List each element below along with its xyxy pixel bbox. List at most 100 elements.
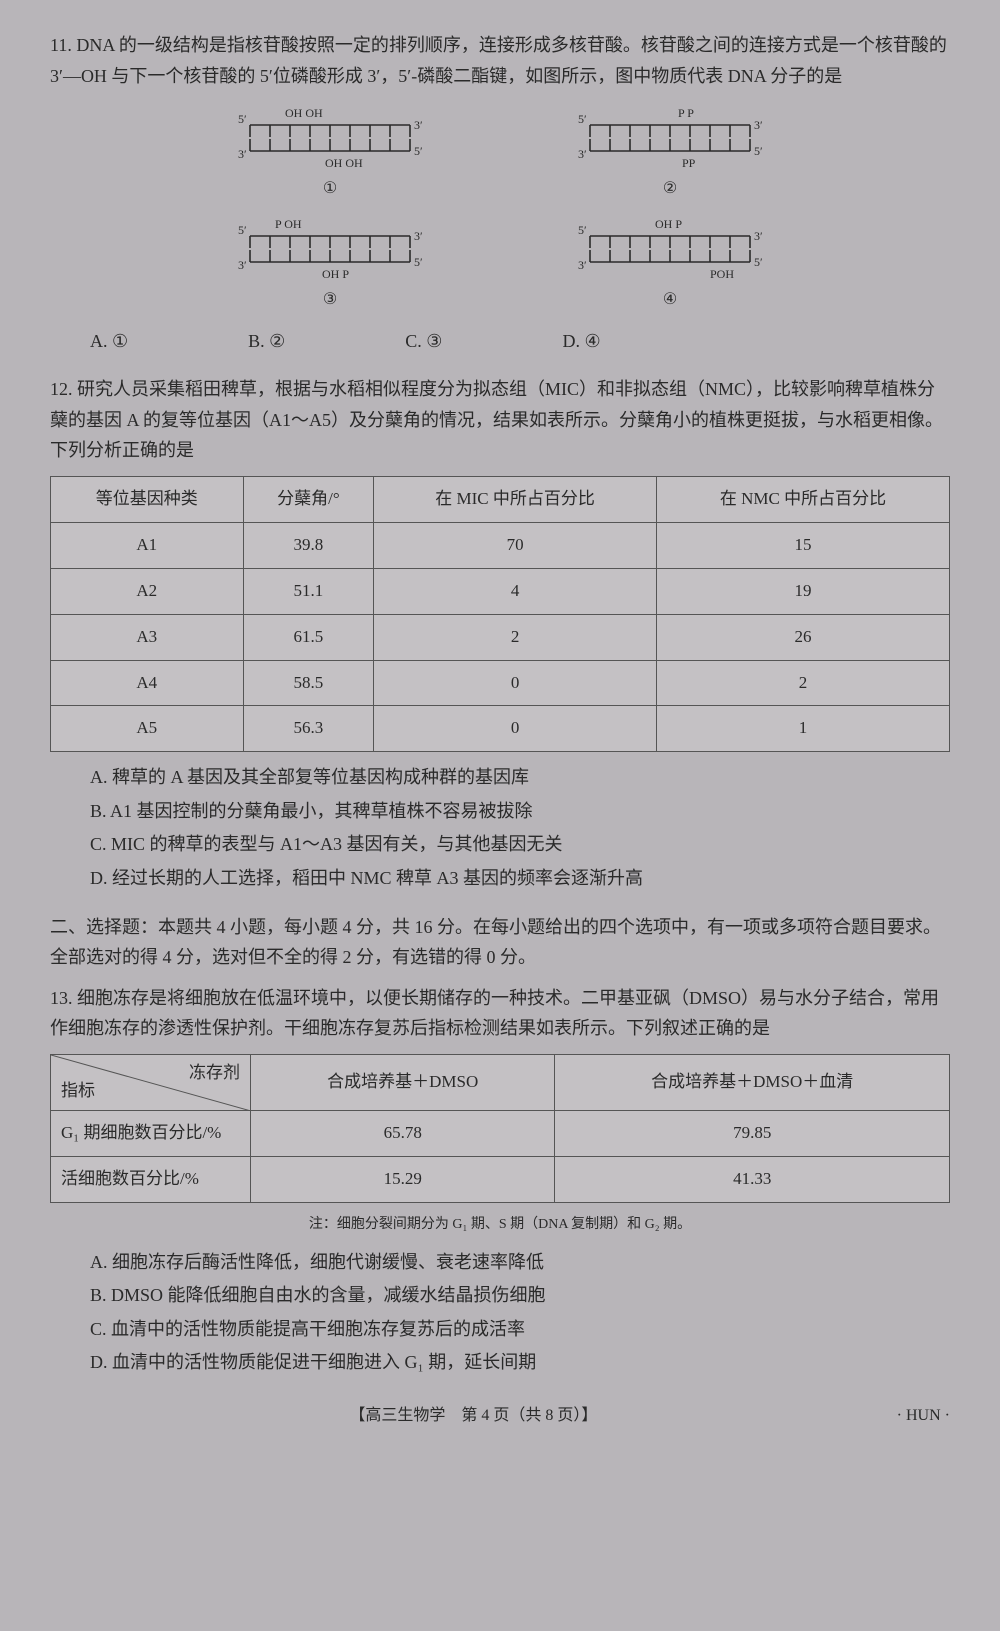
choice-a: A. 细胞冻存后酶活性降低，细胞代谢缓慢、衰老速率降低 bbox=[90, 1247, 950, 1278]
table-cell: 70 bbox=[374, 522, 657, 568]
table-cell: 0 bbox=[374, 660, 657, 706]
table-cell: A3 bbox=[51, 614, 244, 660]
table-cell: 4 bbox=[374, 568, 657, 614]
table-cell: A1 bbox=[51, 522, 244, 568]
table-cell: 56.3 bbox=[243, 706, 374, 752]
svg-text:3′: 3′ bbox=[238, 147, 247, 161]
svg-text:5′: 5′ bbox=[414, 255, 423, 269]
svg-text:3′: 3′ bbox=[578, 258, 587, 272]
table-header: 在 NMC 中所占百分比 bbox=[656, 476, 949, 522]
table-cell: 15 bbox=[656, 522, 949, 568]
page-number: 【高三生物学 第 4 页（共 8 页）】 bbox=[50, 1402, 897, 1429]
question-13: 13. 细胞冻存是将细胞放在低温环境中，以便长期储存的一种技术。二甲基亚砜（DM… bbox=[50, 983, 950, 1378]
question-text: 细胞冻存是将细胞放在低温环境中，以便长期储存的一种技术。二甲基亚砜（DMSO）易… bbox=[50, 988, 939, 1039]
svg-text:3′: 3′ bbox=[414, 118, 423, 132]
page-footer: 【高三生物学 第 4 页（共 8 页）】 · HUN · bbox=[50, 1402, 950, 1429]
table-header: 等位基因种类 bbox=[51, 476, 244, 522]
diagram-2: P P 5′ 3′ 3′ 5′ PP ② bbox=[570, 103, 770, 202]
table-cell: 51.1 bbox=[243, 568, 374, 614]
choice-b: B. DMSO 能降低细胞自由水的含量，减缓水结晶损伤细胞 bbox=[90, 1280, 950, 1311]
table-row: A556.301 bbox=[51, 706, 950, 752]
diagram-label-top: OH OH bbox=[285, 106, 323, 120]
svg-text:5′: 5′ bbox=[578, 112, 587, 126]
option-a: A. ① bbox=[90, 326, 128, 357]
data-table-12: 等位基因种类 分蘖角/° 在 MIC 中所占百分比 在 NMC 中所占百分比 A… bbox=[50, 476, 950, 752]
table-cell: 61.5 bbox=[243, 614, 374, 660]
svg-text:3′: 3′ bbox=[238, 258, 247, 272]
dna-icon: P P 5′ 3′ 3′ 5′ PP bbox=[570, 103, 770, 173]
table-header: 在 MIC 中所占百分比 bbox=[374, 476, 657, 522]
question-text: DNA 的一级结构是指核苷酸按照一定的排列顺序，连接形成多核苷酸。核苷酸之间的连… bbox=[50, 35, 947, 86]
svg-text:POH: POH bbox=[710, 267, 734, 281]
svg-text:OH P: OH P bbox=[322, 267, 349, 281]
question-number: 11. bbox=[50, 35, 72, 55]
svg-text:OH P: OH P bbox=[655, 217, 682, 231]
table-header-row: 等位基因种类 分蘖角/° 在 MIC 中所占百分比 在 NMC 中所占百分比 bbox=[51, 476, 950, 522]
diagram-number: ④ bbox=[570, 286, 770, 313]
diagram-number: ① bbox=[230, 175, 430, 202]
svg-text:PP: PP bbox=[682, 156, 696, 170]
diagram-4: OH P 5′ 3′ 3′ 5′ POH ④ bbox=[570, 214, 770, 313]
choice-a: A. 稗草的 A 基因及其全部复等位基因构成种群的基因库 bbox=[90, 762, 950, 793]
footer-code: · HUN · bbox=[897, 1402, 950, 1429]
table-cell: A2 bbox=[51, 568, 244, 614]
table-row: A361.5226 bbox=[51, 614, 950, 660]
choice-b: B. A1 基因控制的分蘖角最小，其稗草植株不容易被拔除 bbox=[90, 796, 950, 827]
table-cell: 41.33 bbox=[555, 1156, 950, 1202]
option-b: B. ② bbox=[248, 326, 285, 357]
dna-icon: OH OH 5′ 3′ 3′ 5′ OH OH bbox=[230, 103, 430, 173]
choice-list: A. 稗草的 A 基因及其全部复等位基因构成种群的基因库 B. A1 基因控制的… bbox=[90, 762, 950, 893]
options-row: A. ① B. ② C. ③ D. ④ bbox=[90, 326, 950, 357]
table-cell: 65.78 bbox=[251, 1111, 555, 1157]
diagram-row-2: P OH 5′ 3′ 3′ 5′ OH P ③ OH P 5′ 3′ 3′ bbox=[50, 214, 950, 313]
section-header: 二、选择题：本题共 4 小题，每小题 4 分，共 16 分。在每小题给出的四个选… bbox=[50, 912, 950, 973]
table-row: 活细胞数百分比/%15.2941.33 bbox=[51, 1156, 950, 1202]
svg-text:5′: 5′ bbox=[414, 144, 423, 158]
diagram-row-1: OH OH 5′ 3′ 3′ 5′ OH OH ① P P 5′ 3′ 3′ bbox=[50, 103, 950, 202]
choice-d: D. 血清中的活性物质能促进干细胞进入 G₁ 期，延长间期 bbox=[90, 1347, 950, 1378]
option-d: D. ④ bbox=[562, 326, 600, 357]
svg-text:5′: 5′ bbox=[238, 223, 247, 237]
table-footnote: 注：细胞分裂间期分为 G₁ 期、S 期（DNA 复制期）和 G₂ 期。 bbox=[50, 1213, 950, 1237]
table-header-row: 冻存剂 指标 合成培养基＋DMSO 合成培养基＋DMSO＋血清 bbox=[51, 1055, 950, 1111]
choice-c: C. MIC 的稗草的表型与 A1～A3 基因有关，与其他基因无关 bbox=[90, 829, 950, 860]
svg-text:5′: 5′ bbox=[238, 112, 247, 126]
data-table-13: 冻存剂 指标 合成培养基＋DMSO 合成培养基＋DMSO＋血清 G₁ 期细胞数百… bbox=[50, 1054, 950, 1203]
svg-text:5′: 5′ bbox=[578, 223, 587, 237]
table-cell: 39.8 bbox=[243, 522, 374, 568]
diagram-1: OH OH 5′ 3′ 3′ 5′ OH OH ① bbox=[230, 103, 430, 202]
table-row: A458.502 bbox=[51, 660, 950, 706]
question-12: 12. 研究人员采集稻田稗草，根据与水稻相似程度分为拟态组（MIC）和非拟态组（… bbox=[50, 374, 950, 894]
table-cell: 1 bbox=[656, 706, 949, 752]
svg-text:5′: 5′ bbox=[754, 255, 763, 269]
table-cell: 2 bbox=[656, 660, 949, 706]
svg-text:3′: 3′ bbox=[754, 229, 763, 243]
diag-bot-label: 指标 bbox=[61, 1077, 95, 1106]
diagram-number: ③ bbox=[230, 286, 430, 313]
question-text: 研究人员采集稻田稗草，根据与水稻相似程度分为拟态组（MIC）和非拟态组（NMC）… bbox=[50, 379, 943, 460]
table-cell: 26 bbox=[656, 614, 949, 660]
table-cell: G₁ 期细胞数百分比/% bbox=[51, 1111, 251, 1157]
table-row: A139.87015 bbox=[51, 522, 950, 568]
table-cell: 15.29 bbox=[251, 1156, 555, 1202]
dna-icon: OH P 5′ 3′ 3′ 5′ POH bbox=[570, 214, 770, 284]
table-row: A251.1419 bbox=[51, 568, 950, 614]
choice-d: D. 经过长期的人工选择，稻田中 NMC 稗草 A3 基因的频率会逐渐升高 bbox=[90, 863, 950, 894]
table-cell: A4 bbox=[51, 660, 244, 706]
table-row: G₁ 期细胞数百分比/%65.7879.85 bbox=[51, 1111, 950, 1157]
table-header: 分蘖角/° bbox=[243, 476, 374, 522]
table-cell: 活细胞数百分比/% bbox=[51, 1156, 251, 1202]
svg-text:3′: 3′ bbox=[754, 118, 763, 132]
choice-list: A. 细胞冻存后酶活性降低，细胞代谢缓慢、衰老速率降低 B. DMSO 能降低细… bbox=[90, 1247, 950, 1378]
table-header: 合成培养基＋DMSO＋血清 bbox=[555, 1055, 950, 1111]
option-c: C. ③ bbox=[405, 326, 442, 357]
diagonal-header: 冻存剂 指标 bbox=[51, 1055, 251, 1111]
diagram-label-bot: OH OH bbox=[325, 156, 363, 170]
table-cell: 0 bbox=[374, 706, 657, 752]
diagram-3: P OH 5′ 3′ 3′ 5′ OH P ③ bbox=[230, 214, 430, 313]
question-number: 13. bbox=[50, 988, 73, 1008]
table-cell: 58.5 bbox=[243, 660, 374, 706]
table-cell: 19 bbox=[656, 568, 949, 614]
question-11: 11. DNA 的一级结构是指核苷酸按照一定的排列顺序，连接形成多核苷酸。核苷酸… bbox=[50, 30, 950, 356]
choice-c: C. 血清中的活性物质能提高干细胞冻存复苏后的成活率 bbox=[90, 1314, 950, 1345]
